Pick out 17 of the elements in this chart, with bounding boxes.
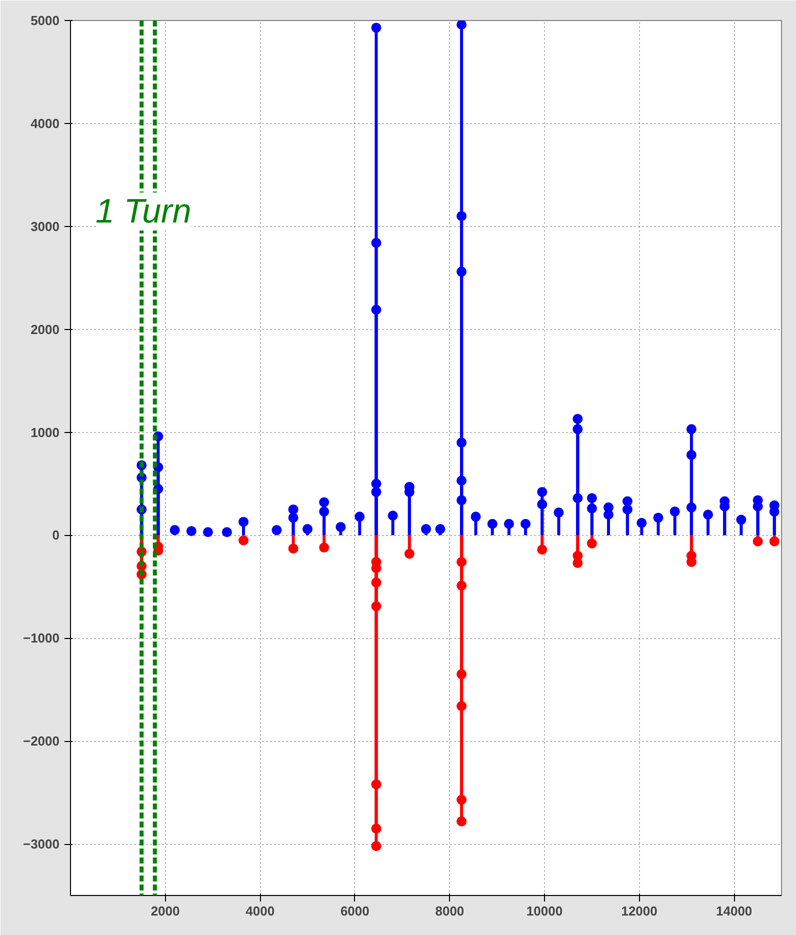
x-tick-label: 10000 bbox=[526, 904, 563, 918]
y-tick-label: 1000 bbox=[30, 424, 60, 440]
x-tick-label: 12000 bbox=[621, 904, 658, 918]
y-tick-label: 0 bbox=[52, 528, 60, 543]
y-tick-label: −1000 bbox=[22, 630, 60, 646]
y-tick-label: 3000 bbox=[30, 218, 60, 234]
x-tick-label: 2000 bbox=[150, 904, 180, 918]
x-tick-label: 6000 bbox=[340, 904, 370, 918]
annotation: 1 Turn bbox=[96, 192, 192, 230]
x-tick-label: 8000 bbox=[435, 904, 464, 918]
x-tick-label: 14000 bbox=[716, 904, 752, 918]
y-tick-label: −3000 bbox=[22, 836, 60, 852]
x-tick-label: 4000 bbox=[246, 904, 275, 918]
y-tick-label: 4000 bbox=[30, 116, 60, 131]
y-tick-label: 2000 bbox=[30, 322, 60, 337]
y-tick-label: −2000 bbox=[22, 734, 60, 749]
y-tick-label: 5000 bbox=[30, 13, 60, 28]
